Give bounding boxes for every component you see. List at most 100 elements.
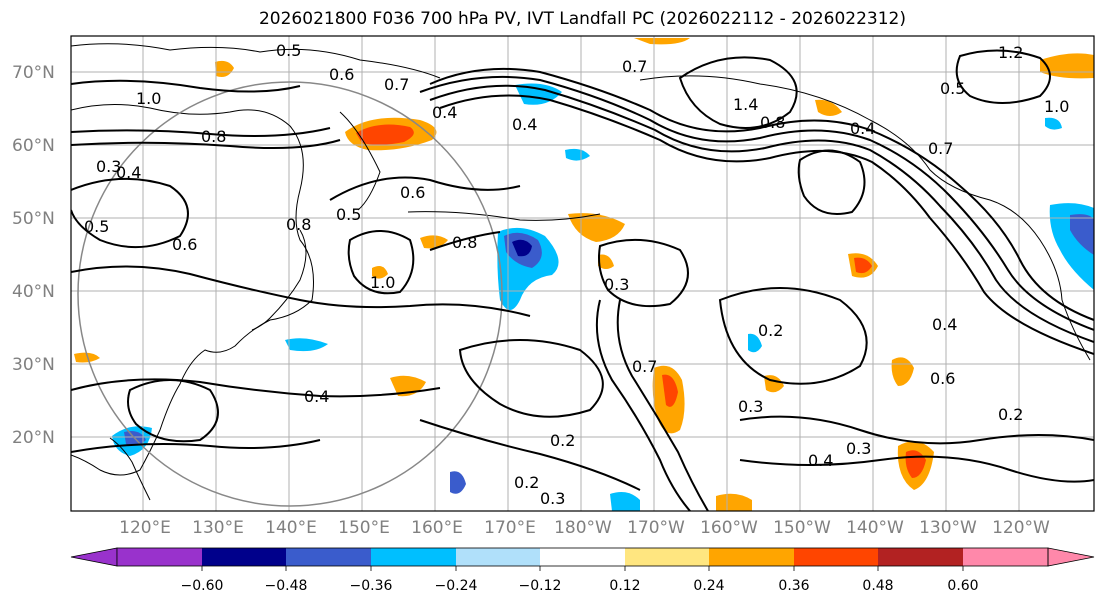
lat-tick-label: 50°N [12, 209, 55, 229]
pv-fill-midblue-east [1070, 214, 1094, 255]
colorbar-swatch [371, 548, 456, 566]
pv-fill-blue-s4 [748, 333, 762, 353]
lat-tick-label: 70°N [12, 63, 55, 83]
lon-axis: 120°E 130°E 140°E 150°E 160°E 170°E 180°… [119, 518, 1050, 538]
contour-label: 0.2 [758, 321, 783, 340]
pv-fill-orange-160e [420, 235, 448, 249]
contour-label: 0.5 [276, 41, 301, 60]
contour-label: 0.7 [622, 57, 647, 76]
pv-fill-red-kamchatka [356, 124, 414, 145]
pv-fill-orange-dateline [568, 213, 625, 242]
colorbar-tick-label: 0.12 [609, 578, 640, 594]
colorbar-swatch [963, 548, 1048, 566]
pv-fill-orange-s3 [716, 493, 752, 511]
colorbar-extend-low [70, 547, 118, 567]
contour-label: 0.8 [286, 215, 311, 234]
lat-tick-label: 20°N [12, 428, 55, 448]
contour-label: 0.3 [540, 489, 565, 508]
contour-west-loop [127, 379, 219, 443]
lat-axis: 70°N 60°N 50°N 40°N 30°N 20°N [12, 63, 55, 448]
lon-tick-label: 160°E [411, 518, 463, 538]
colorbar-tick-label: 0.36 [778, 578, 809, 594]
contour-trough-165w [616, 299, 709, 511]
contour-mid-1 [71, 265, 531, 317]
pv-fill-blue-japan [285, 338, 328, 352]
contour-ne-ring [955, 49, 1051, 104]
contour-east-1 [718, 287, 868, 385]
contour-label: 0.6 [329, 65, 354, 84]
pv-contours [71, 49, 1094, 511]
contour-center-2 [429, 231, 501, 251]
lat-tick-label: 30°N [12, 355, 55, 375]
contour-east-2 [739, 415, 1094, 445]
contour-label: 1.4 [733, 95, 758, 114]
colorbar: −0.60 −0.48 −0.36 −0.24 −0.12 0.12 0.24 … [70, 547, 1095, 594]
lon-tick-label: 150°W [773, 518, 831, 538]
colorbar-tick-label: 0.24 [693, 578, 724, 594]
colorbar-tick-label: −0.48 [265, 578, 308, 594]
contour-label: 0.6 [400, 183, 425, 202]
contour-label: 0.4 [116, 163, 141, 182]
colorbar-swatch [878, 548, 963, 566]
pv-shading [74, 38, 1094, 511]
map-panel[interactable]: 0.5 0.6 0.7 1.0 0.8 0.3 0.4 0.5 0.6 1.0 … [70, 35, 1095, 512]
colorbar-tick-label: 0.48 [862, 578, 893, 594]
contour-jet-2 [419, 75, 1094, 331]
contour-label: 0.6 [930, 369, 955, 388]
contour-label: 0.2 [998, 405, 1023, 424]
contour-label: 1.0 [370, 273, 395, 292]
colorbar-extend-high [1047, 547, 1095, 567]
contour-ring-cold [598, 238, 689, 308]
lon-tick-label: 180°W [554, 518, 612, 538]
contour-label: 0.5 [940, 79, 965, 98]
lon-tick-label: 130°E [192, 518, 244, 538]
colorbar-swatch [625, 548, 709, 566]
colorbar-swatch [709, 548, 794, 566]
pv-fill-blue-small-1 [565, 148, 590, 161]
lon-tick-label: 170°E [484, 518, 536, 538]
lon-tick-label: 150°E [338, 518, 390, 538]
contour-mid-2 [71, 378, 441, 398]
contour-south-2 [419, 419, 641, 491]
coast-aleutians [407, 211, 601, 221]
contour-label: 0.4 [512, 115, 537, 134]
contour-jet-3 [429, 84, 1094, 343]
contour-label: 0.3 [738, 397, 763, 416]
gridlines [71, 36, 1094, 511]
colorbar-tick-label: −0.36 [350, 578, 393, 594]
contour-label: 0.4 [432, 103, 457, 122]
colorbar-tick-label: −0.24 [435, 578, 478, 594]
lon-tick-label: 140°W [846, 518, 904, 538]
colorbar-swatch [117, 548, 202, 566]
lat-tick-label: 60°N [12, 136, 55, 156]
contour-ring-40n [347, 230, 415, 295]
colorbar-swatch [456, 548, 540, 566]
contour-label: 0.4 [304, 387, 329, 406]
contour-band-60n [71, 127, 331, 137]
pv-fill-blue-ne-small [1045, 117, 1062, 130]
colorbar-swatch [794, 548, 878, 566]
contour-north-1 [71, 79, 301, 93]
contour-south-1 [71, 439, 321, 453]
coast-taiwan-ph [109, 437, 151, 501]
colorbar-tick-label: −0.60 [181, 578, 224, 594]
coastlines [71, 43, 1091, 501]
lon-tick-label: 130°W [919, 518, 977, 538]
contour-label: 0.8 [452, 233, 477, 252]
contour-east-3 [739, 455, 1094, 483]
contour-label: 0.7 [384, 75, 409, 94]
contour-center-1 [329, 176, 521, 201]
contour-trough-170w [595, 299, 691, 511]
contour-label: 0.8 [201, 127, 226, 146]
contour-label: 0.6 [172, 235, 197, 254]
coast-japan [251, 229, 307, 331]
contour-label: 0.3 [96, 157, 121, 176]
contour-label: 0.2 [514, 473, 539, 492]
pv-fill-red-170w [662, 374, 678, 407]
contour-label: 1.0 [136, 89, 161, 108]
coast-russia-north [71, 43, 441, 79]
pv-fill-red-145w [854, 257, 872, 274]
contour-labels: 0.5 0.6 0.7 1.0 0.8 0.3 0.4 0.5 0.6 1.0 … [84, 41, 1069, 508]
colorbar-tick-label: −0.12 [519, 578, 562, 594]
